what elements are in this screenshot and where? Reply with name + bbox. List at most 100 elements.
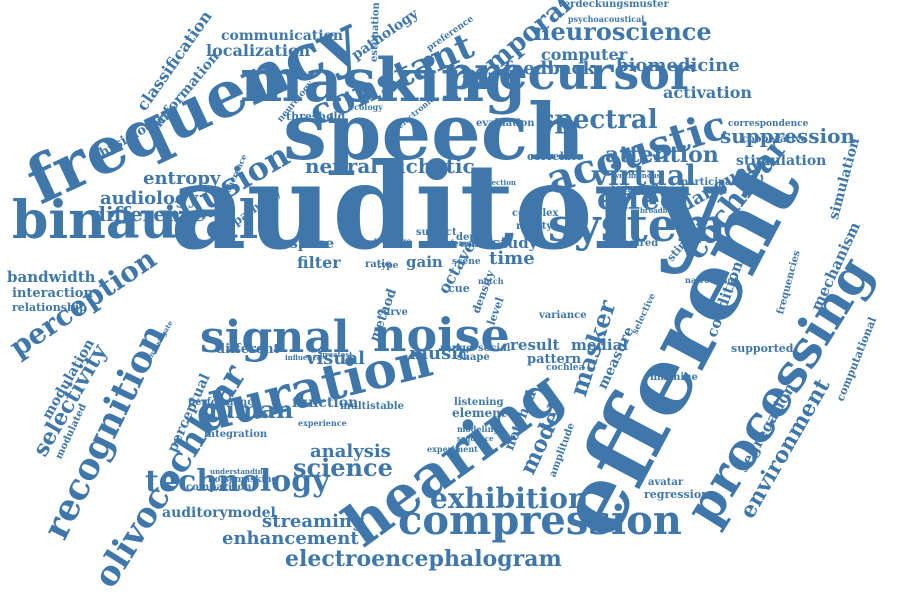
word-experiment: experiment: [427, 444, 478, 455]
word-auditorymodel: auditorymodel: [162, 504, 276, 521]
word-pattern: pattern: [527, 352, 582, 368]
word-estimation: estimation: [368, 1, 382, 63]
word-effect: effect: [597, 182, 692, 218]
word-music: music: [409, 343, 470, 365]
word-simulation: simulation: [825, 135, 864, 221]
word-ratio: ratio: [365, 258, 392, 270]
word-result: result: [510, 335, 560, 354]
word-attention: attention: [605, 141, 719, 168]
word-difference: difference: [92, 201, 206, 226]
word-listening: listening: [454, 396, 504, 408]
word-correlate: correlate: [527, 149, 584, 163]
word-entropy: entropy: [143, 168, 221, 190]
word-compressive: compressive: [619, 183, 668, 193]
word-filter: filter: [297, 252, 341, 272]
word-noisemasking: noisemasking: [208, 474, 278, 485]
word-exhibit: exhibit: [460, 239, 495, 250]
word-influence: influence: [285, 353, 322, 363]
word-detection: detection: [479, 178, 516, 188]
word-exhibition: exhibition: [430, 482, 589, 516]
word-verdeckungsmuster: verdeckungsmuster: [558, 0, 669, 10]
word-image: image: [384, 236, 412, 247]
word-stimulation: stimulation: [736, 152, 827, 169]
word-neural: neural: [305, 153, 378, 178]
word-evaluation: evaluation: [476, 117, 535, 129]
word-cochlea: cochlea: [546, 362, 585, 373]
word-sequence: sequence: [457, 434, 494, 444]
word-young: young: [374, 235, 402, 246]
word-complex: complex: [512, 207, 559, 219]
word-modeling: modeling: [457, 424, 499, 435]
word-reality: reality: [516, 220, 553, 232]
word-enhancement: enhancement: [222, 528, 359, 550]
word-precursor: precursor: [442, 46, 695, 101]
word-function: function: [292, 394, 359, 411]
word-medial: medial: [571, 335, 629, 354]
word-multistable: multistable: [340, 400, 404, 412]
word-interaction: interaction: [12, 286, 93, 302]
word-cooperative: cooperative: [742, 133, 808, 145]
word-communication: communication: [221, 27, 344, 44]
word-virtual: virtual: [592, 159, 696, 193]
word-range: range: [440, 342, 473, 354]
word-binaural: binaural: [12, 190, 259, 252]
word-threshold: threshold: [286, 109, 346, 123]
word-background: background: [611, 183, 658, 193]
word-narrowband: narrowband: [685, 275, 739, 286]
word-female: female: [450, 238, 481, 249]
word-subject: subject: [416, 226, 457, 238]
word-bandwidth: bandwidth: [7, 267, 96, 286]
word-streaming: streaming: [262, 511, 365, 533]
word-correspondence: correspondence: [728, 118, 809, 129]
word-impaired: impaired: [608, 237, 659, 249]
word-avatar: avatar: [648, 476, 684, 488]
word-noise: noise: [373, 308, 510, 363]
word-social: social: [478, 342, 511, 354]
word-element: element: [452, 406, 507, 421]
word-signal: signal: [200, 311, 350, 363]
word-notch: notch: [478, 276, 504, 287]
word-gain: gain: [406, 252, 443, 271]
word-spectral: spectral: [540, 104, 658, 135]
word-dichotic: dichotic: [384, 153, 475, 178]
word-space: space: [290, 235, 335, 252]
word-greatest: greatest: [320, 350, 353, 360]
word-comparison: comparison: [186, 481, 252, 493]
word-cue: cue: [448, 281, 470, 295]
word-depth: depth: [456, 231, 489, 243]
word-audiology: audiology: [100, 188, 199, 210]
word-visual: visual: [306, 348, 366, 370]
word-type: type: [377, 260, 399, 271]
word-study: study: [492, 233, 538, 252]
word-masking: masking: [240, 45, 527, 116]
word-science: science: [293, 453, 393, 483]
word-experience: experience: [298, 418, 347, 429]
word-analysis: analysis: [310, 441, 391, 463]
word-integration: integration: [204, 428, 268, 440]
word-localization: localization: [206, 40, 311, 60]
word-scene: scene: [452, 256, 481, 267]
word-curve: curve: [377, 306, 408, 318]
word-extraction: extraction: [600, 185, 640, 195]
word-different: different: [216, 342, 280, 358]
word-machine: machine: [650, 371, 698, 383]
word-system: system: [548, 198, 726, 253]
word-broadband: broadband: [640, 206, 683, 216]
word-biomedicine: biomedicine: [616, 55, 740, 77]
word-shape: shape: [457, 351, 490, 363]
word-electroencephalogram: electroencephalogram: [285, 545, 562, 572]
word-auditory: auditory: [170, 137, 724, 277]
word-time: time: [489, 248, 535, 270]
word-human: human: [200, 395, 294, 425]
word-regression: regression: [644, 487, 710, 501]
word-ecology: ecology: [349, 102, 383, 113]
word-supported: supported: [731, 341, 794, 355]
word-understanding: understanding: [210, 467, 268, 477]
word-variance: variance: [539, 309, 587, 321]
word-synchronous: synchronous: [611, 171, 661, 181]
word-psychoacoustical: psychoacoustical: [568, 14, 645, 25]
word-suppression: suppression: [720, 123, 856, 148]
word-feedback: feedback: [504, 58, 595, 80]
word-participant: participant: [681, 176, 744, 188]
